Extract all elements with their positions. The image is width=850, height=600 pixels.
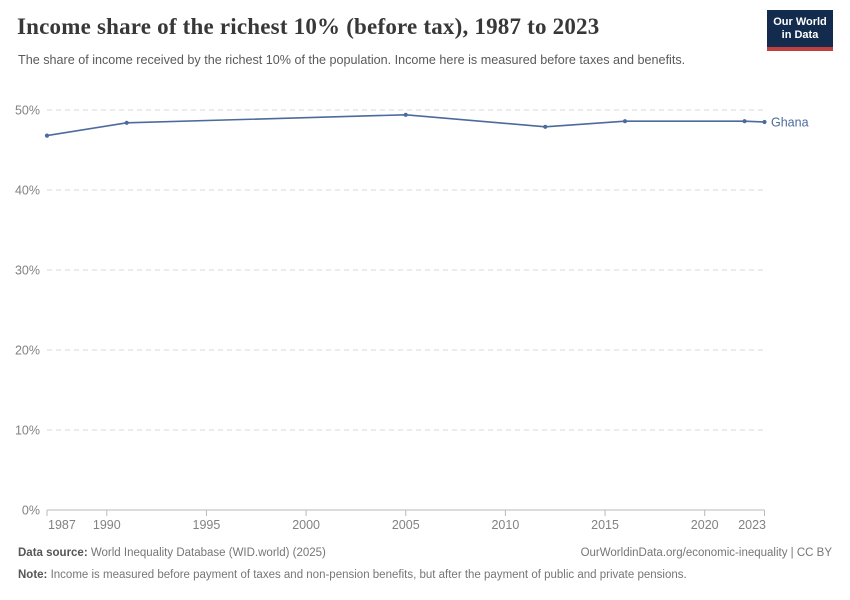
data-point — [762, 119, 767, 125]
x-tick-label: 2023 — [738, 518, 766, 532]
x-tick-label: 2010 — [491, 518, 519, 532]
note-label: Note: — [18, 569, 48, 581]
note-text: Income is measured before payment of tax… — [50, 569, 687, 581]
data-source-value: World Inequality Database (WID.world) (2… — [90, 547, 326, 559]
x-tick-label: 2000 — [292, 518, 320, 532]
x-tick-label: 2020 — [691, 518, 719, 532]
y-tick-label: 30% — [15, 264, 40, 278]
y-tick-label: 20% — [15, 344, 40, 358]
page-title: Income share of the richest 10% (before … — [17, 14, 600, 39]
data-point — [44, 133, 50, 138]
owid-logo-line2: in Data — [781, 29, 819, 41]
chart-footer: Data source: World Inequality Database (… — [18, 546, 832, 582]
y-tick-label: 0% — [22, 504, 40, 518]
attribution: OurWorldinData.org/economic-inequality |… — [580, 547, 832, 559]
data-source-label: Data source: — [18, 547, 88, 559]
owid-logo-line1: Our World — [773, 16, 827, 28]
data-point — [622, 119, 628, 124]
data-point — [742, 119, 747, 124]
data-source: Data source: World Inequality Database (… — [18, 546, 326, 560]
data-line — [46, 113, 765, 137]
owid-logo[interactable]: Our World in Data — [767, 10, 833, 51]
data-point — [124, 120, 129, 125]
x-tick-label: 1990 — [93, 518, 121, 532]
chart-note: Note: Income is measured before payment … — [18, 568, 832, 582]
x-tick-label: 2005 — [392, 518, 420, 532]
data-point — [543, 124, 548, 129]
y-tick-label: 50% — [15, 104, 40, 118]
y-tick-label: 10% — [15, 424, 40, 438]
x-tick-label: 1987 — [48, 518, 76, 532]
y-tick-label: 40% — [15, 184, 40, 198]
series-label: Ghana — [771, 116, 809, 130]
data-point — [403, 112, 408, 117]
x-tick-label: 1995 — [193, 518, 221, 532]
x-tick-label: 2015 — [591, 518, 619, 532]
page-subtitle: The share of income received by the rich… — [18, 53, 686, 67]
